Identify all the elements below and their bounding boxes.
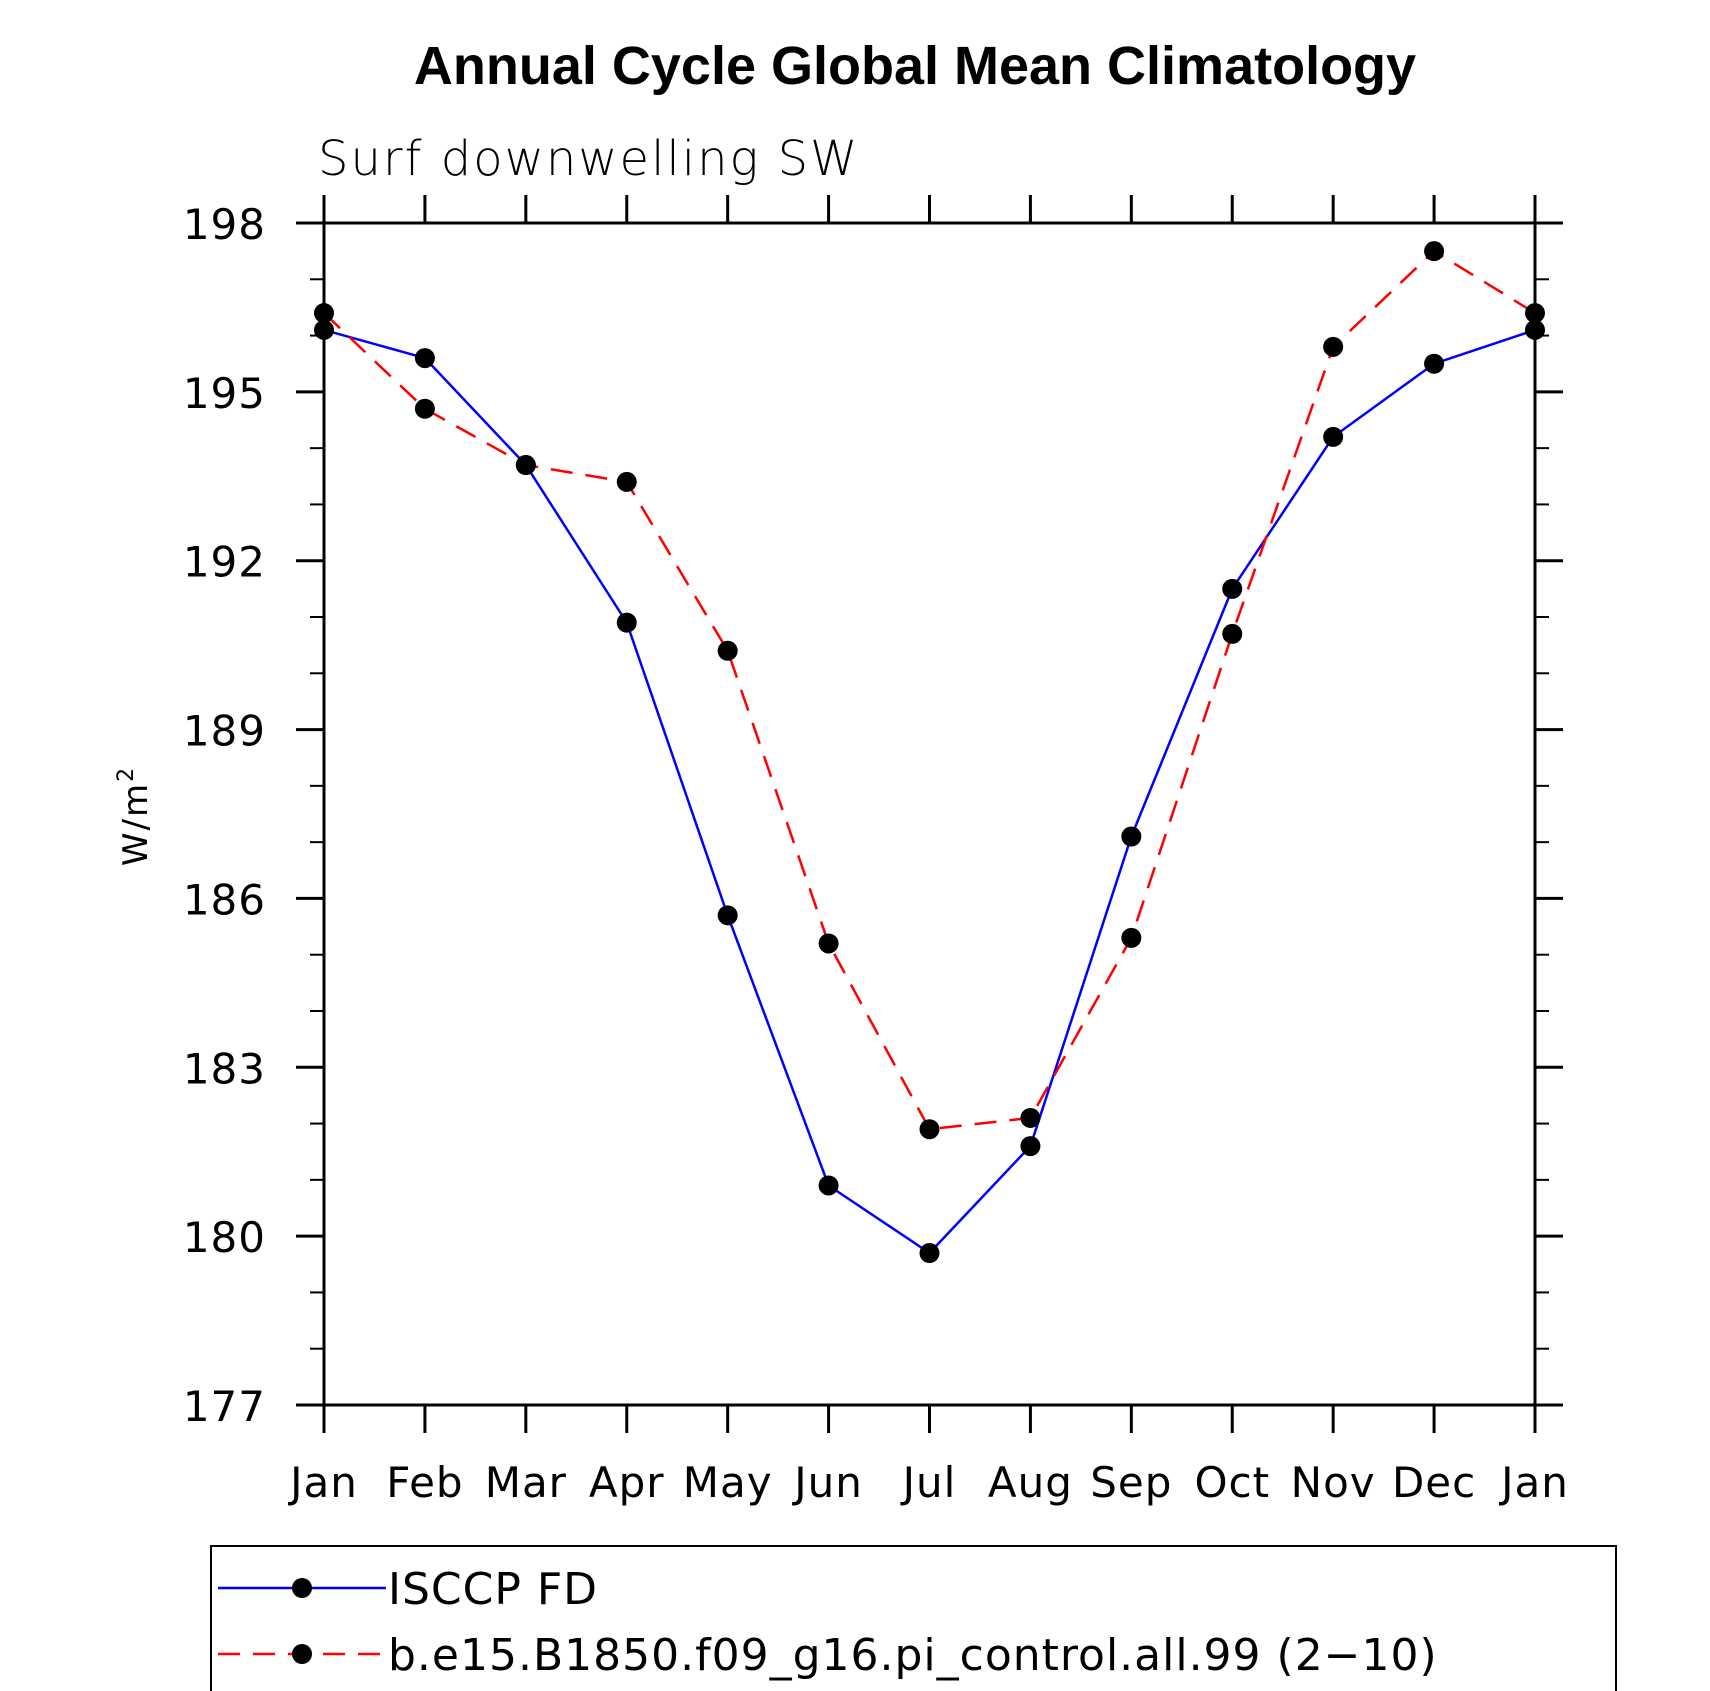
y-tick-label: 195 — [183, 369, 266, 418]
x-tick-label: Jan — [1498, 1458, 1569, 1507]
legend-marker-1 — [292, 1578, 312, 1598]
series-2-point — [1222, 623, 1243, 644]
series-1-point — [818, 1175, 839, 1196]
series-layer — [314, 241, 1545, 1264]
series-1-point — [1525, 319, 1545, 340]
x-tick-label: Nov — [1291, 1458, 1376, 1507]
series-2-point — [1525, 303, 1545, 324]
series-2-point — [1121, 927, 1142, 948]
x-tick-label: Jul — [900, 1458, 957, 1507]
y-tick-label: 177 — [183, 1382, 266, 1431]
x-tick-label: Jan — [287, 1458, 358, 1507]
x-tick-label: Feb — [386, 1458, 463, 1507]
y-tick-label: 189 — [183, 707, 266, 756]
series-2-point — [717, 640, 738, 661]
x-tick-label: Sep — [1090, 1458, 1172, 1507]
legend-label-1: ISCCP FD — [388, 1564, 598, 1615]
x-tick-label: Mar — [485, 1458, 567, 1507]
series-line-1 — [323, 328, 1536, 1255]
series-1-point — [919, 1243, 940, 1264]
series-2-point — [616, 471, 637, 492]
y-tick-label: 183 — [183, 1044, 266, 1093]
y-axis-label-superscript: 2 — [114, 766, 139, 782]
series-1-point — [1424, 353, 1445, 374]
series-2-point — [414, 398, 435, 419]
series-2-point — [314, 303, 334, 324]
legend-box — [210, 1545, 1617, 1691]
legend-label-2: b.e15.B1850.f09_g16.pi_control.all.99 (2… — [388, 1630, 1438, 1681]
series-line-2 — [323, 249, 1536, 1131]
x-tick-label: Oct — [1194, 1458, 1270, 1507]
y-tick-label: 198 — [183, 200, 266, 249]
series-2-point — [1323, 336, 1344, 357]
series-2-point — [1424, 241, 1445, 262]
series-2-point — [919, 1119, 940, 1140]
series-1-point — [1323, 426, 1344, 447]
y-tick-label: 186 — [183, 875, 266, 924]
series-1-point — [314, 319, 334, 340]
series-2-point — [515, 455, 536, 476]
series-2-point — [818, 933, 839, 954]
x-tick-label: Dec — [1392, 1458, 1476, 1507]
y-axis-label-text: W/m — [116, 782, 156, 866]
chart-title: Annual Cycle Global Mean Climatology — [414, 36, 1416, 96]
x-tick-label: Jun — [791, 1458, 863, 1507]
series-1-point — [1222, 578, 1243, 599]
series-1-point — [414, 348, 435, 369]
series-1-point — [1121, 826, 1142, 847]
y-tick-label: 180 — [183, 1213, 266, 1262]
series-1-point — [717, 905, 738, 926]
x-tick-label: Aug — [988, 1458, 1073, 1507]
y-tick-label: 192 — [183, 538, 266, 587]
plot-frame — [322, 221, 1537, 1407]
legend-marker-2 — [292, 1644, 312, 1664]
x-tick-label: Apr — [589, 1458, 665, 1507]
x-tick-label: May — [683, 1458, 773, 1507]
series-1-point — [1020, 1136, 1041, 1157]
legend: ISCCP FD b.e15.B1850.f09_g16.pi_control.a… — [210, 1545, 1617, 1691]
series-1-point — [616, 612, 637, 633]
y-axis-label: W/m2 — [114, 766, 156, 866]
series-2-point — [1020, 1107, 1041, 1128]
chart-subtitle: Surf downwelling SW — [318, 131, 860, 187]
plot-area: Jan Feb Mar Apr May Jun Jul Aug Sep Oct Nov Dec Jan 1… — [183, 195, 1569, 1507]
